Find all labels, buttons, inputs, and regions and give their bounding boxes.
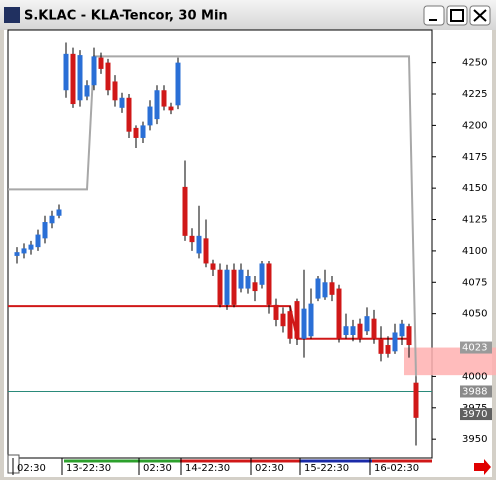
candle-body <box>231 269 237 305</box>
candle-body <box>238 269 244 289</box>
price-label: 3970 <box>462 409 487 420</box>
y-tick-label: 4100 <box>462 246 487 257</box>
y-tick-label: 4000 <box>462 371 487 382</box>
candle-body <box>14 252 20 256</box>
candle-body <box>84 85 90 97</box>
candle-body <box>63 53 69 91</box>
candle-body <box>245 276 251 289</box>
candle-body <box>175 62 181 106</box>
candle-body <box>224 269 230 305</box>
x-tick-label: 02:30 <box>17 463 46 474</box>
x-tick-label: 02:30 <box>143 463 172 474</box>
candle-body <box>343 326 349 335</box>
candle-body <box>364 316 370 332</box>
x-tick-label: 02:30 <box>255 463 284 474</box>
candle-body <box>189 235 195 243</box>
candle-body <box>378 338 384 354</box>
candle-body <box>154 90 160 120</box>
y-tick-label: 4225 <box>462 89 487 100</box>
candle-body <box>196 235 202 254</box>
indicator-line <box>8 305 409 340</box>
candle-body <box>21 248 27 254</box>
y-tick-label: 3950 <box>462 434 487 445</box>
candle-body <box>35 234 41 248</box>
candle-body <box>147 106 153 126</box>
candle-body <box>350 326 356 335</box>
candle-body <box>336 288 342 339</box>
candle-body <box>406 326 412 346</box>
candle-body <box>126 97 132 132</box>
icon <box>450 9 464 22</box>
candle-body <box>77 55 83 101</box>
candle-body <box>98 57 104 69</box>
candle-body <box>28 244 34 250</box>
candle-body <box>252 282 258 292</box>
y-tick-label: 4150 <box>462 183 487 194</box>
x-tick-label: 14-22:30 <box>185 463 230 474</box>
plot-frame <box>7 29 433 459</box>
candle-body <box>322 282 328 298</box>
candle-body <box>133 127 139 138</box>
x-tick-label: 13-22:30 <box>66 463 111 474</box>
candle-body <box>56 209 62 216</box>
candle-body <box>308 303 314 337</box>
candle-body <box>140 125 146 138</box>
candle-body <box>161 90 167 107</box>
candle-body <box>371 318 377 339</box>
candle-body <box>42 222 48 239</box>
x-tick-label: 16-02:30 <box>374 463 419 474</box>
window-title: S.KLAC - KLA-Tencor, 30 Min <box>24 9 228 24</box>
candle-body <box>203 238 209 264</box>
candle-body <box>105 62 111 91</box>
icon <box>473 9 487 22</box>
candle-body <box>119 97 125 108</box>
y-tick-label: 4050 <box>462 309 487 320</box>
candle-body <box>70 53 76 105</box>
y-tick-label: 4175 <box>462 152 487 163</box>
indicator-line <box>8 55 417 377</box>
candle-body <box>280 313 286 327</box>
candle-body <box>266 263 272 305</box>
candle-body <box>49 215 55 224</box>
minimize-button[interactable] <box>423 5 445 26</box>
y-tick-label: 4250 <box>462 58 487 69</box>
window-buttons <box>423 5 491 26</box>
candle-body <box>91 56 97 86</box>
scroll-arrow[interactable] <box>474 459 491 475</box>
candle-body <box>112 81 118 101</box>
candle-body <box>399 323 405 337</box>
candle-body <box>385 345 391 354</box>
candle-body <box>217 269 223 305</box>
candle-body <box>182 186 188 236</box>
candle-body <box>315 278 321 299</box>
y-tick-label: 4200 <box>462 120 487 131</box>
price-box <box>460 385 492 398</box>
title-bar <box>0 0 496 30</box>
candle-body <box>273 304 279 320</box>
candle-body <box>392 332 398 352</box>
price-label: 4023 <box>462 343 487 354</box>
candle-body <box>413 382 419 418</box>
candle-body <box>357 323 363 339</box>
y-tick-label: 4075 <box>462 277 487 288</box>
candle-body <box>287 311 293 339</box>
candle-body <box>168 106 174 111</box>
candle-body <box>210 263 216 270</box>
price-box <box>460 341 492 354</box>
y-tick-label: 4125 <box>462 215 487 226</box>
price-box <box>460 408 492 421</box>
candle-body <box>259 263 265 285</box>
x-tick-label: 15-22:30 <box>304 463 349 474</box>
price-label: 3988 <box>462 386 487 397</box>
candle-body <box>301 308 307 339</box>
candle-body <box>294 301 300 339</box>
candle-body <box>329 282 335 295</box>
app-icon[interactable] <box>4 7 20 23</box>
